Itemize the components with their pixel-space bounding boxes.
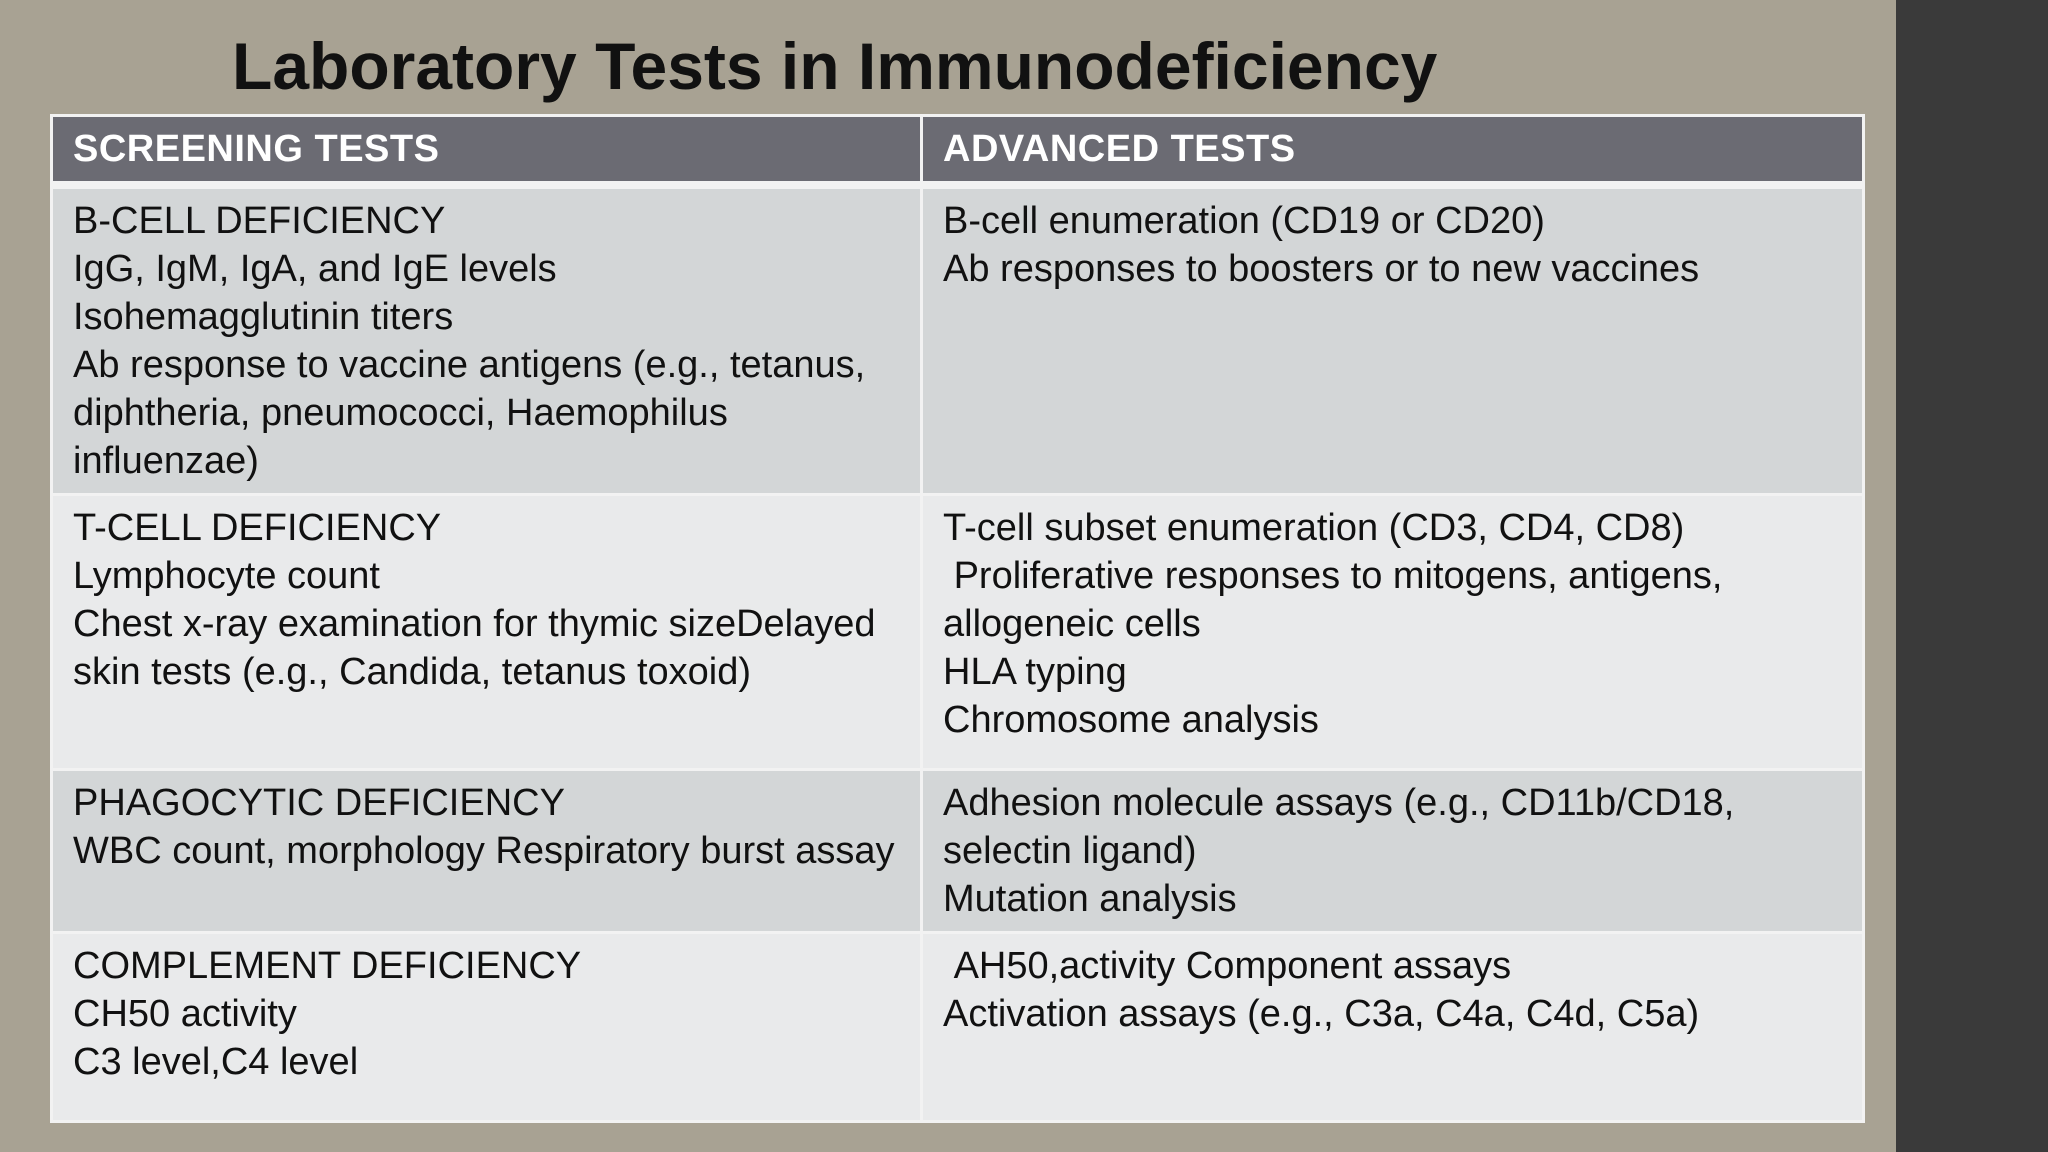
table-row-complement: COMPLEMENT DEFICIENCY CH50 activity C3 l… <box>50 931 1865 1123</box>
cell-line: Ab responses to boosters or to new vacci… <box>943 248 1700 290</box>
advanced-cell-phagocytic: Adhesion molecule assays (e.g., CD11b/CD… <box>920 768 1865 934</box>
cell-line: Adhesion molecule assays (e.g., CD11b/CD… <box>943 782 1745 872</box>
cell-line: B-cell enumeration (CD19 or CD20) <box>943 200 1545 242</box>
table-header-row: SCREENING TESTS ADVANCED TESTS <box>50 114 1865 189</box>
screening-cell-complement: COMPLEMENT DEFICIENCY CH50 activity C3 l… <box>50 931 923 1123</box>
cell-line: Lymphocyte count <box>73 555 380 597</box>
slide-title: Laboratory Tests in Immunodeficiency <box>232 29 1438 103</box>
cell-line: Ab response to vaccine antigens (e.g., t… <box>73 344 876 482</box>
screening-cell-b-cell: B-CELL DEFICIENCY IgG, IgM, IgA, and IgE… <box>50 183 923 496</box>
cell-line: C3 level,C4 level <box>73 1041 359 1083</box>
cell-line: Proliferative responses to mitogens, ant… <box>943 555 1733 645</box>
table-row-phagocytic: PHAGOCYTIC DEFICIENCY WBC count, morphol… <box>50 768 1865 934</box>
cell-line: COMPLEMENT DEFICIENCY <box>73 945 582 987</box>
cell-line: Isohemagglutinin titers <box>73 296 454 338</box>
side-panel <box>1896 0 2048 1152</box>
advanced-cell-b-cell: B-cell enumeration (CD19 or CD20) Ab res… <box>920 183 1865 496</box>
cell-line: IgG, IgM, IgA, and IgE levels <box>73 248 557 290</box>
table-row-t-cell: T-CELL DEFICIENCY Lymphocyte count Chest… <box>50 493 1865 771</box>
lab-tests-table: SCREENING TESTS ADVANCED TESTS B-CELL DE… <box>50 114 1865 1123</box>
advanced-cell-t-cell: T-cell subset enumeration (CD3, CD4, CD8… <box>920 493 1865 771</box>
cell-line: T-cell subset enumeration (CD3, CD4, CD8… <box>943 507 1685 549</box>
cell-line: Activation assays (e.g., C3a, C4a, C4d, … <box>943 993 1700 1035</box>
cell-line: Chromosome analysis <box>943 699 1319 741</box>
cell-line: Mutation analysis <box>943 878 1237 920</box>
cell-line: WBC count, morphology Respiratory burst … <box>73 830 895 872</box>
header-advanced-tests: ADVANCED TESTS <box>920 114 1865 189</box>
cell-line: T-CELL DEFICIENCY <box>73 507 442 549</box>
cell-line: HLA typing <box>943 651 1127 693</box>
header-screening-tests: SCREENING TESTS <box>50 114 923 189</box>
screening-cell-phagocytic: PHAGOCYTIC DEFICIENCY WBC count, morphol… <box>50 768 923 934</box>
table-row-b-cell: B-CELL DEFICIENCY IgG, IgM, IgA, and IgE… <box>50 183 1865 496</box>
cell-line: AH50,activity Component assays <box>943 945 1512 987</box>
cell-line: B-CELL DEFICIENCY <box>73 200 446 242</box>
cell-line: PHAGOCYTIC DEFICIENCY <box>73 782 565 824</box>
screening-cell-t-cell: T-CELL DEFICIENCY Lymphocyte count Chest… <box>50 493 923 771</box>
cell-line: CH50 activity <box>73 993 297 1035</box>
cell-line: Chest x-ray examination for thymic sizeD… <box>73 603 887 693</box>
advanced-cell-complement: AH50,activity Component assays Activatio… <box>920 931 1865 1123</box>
